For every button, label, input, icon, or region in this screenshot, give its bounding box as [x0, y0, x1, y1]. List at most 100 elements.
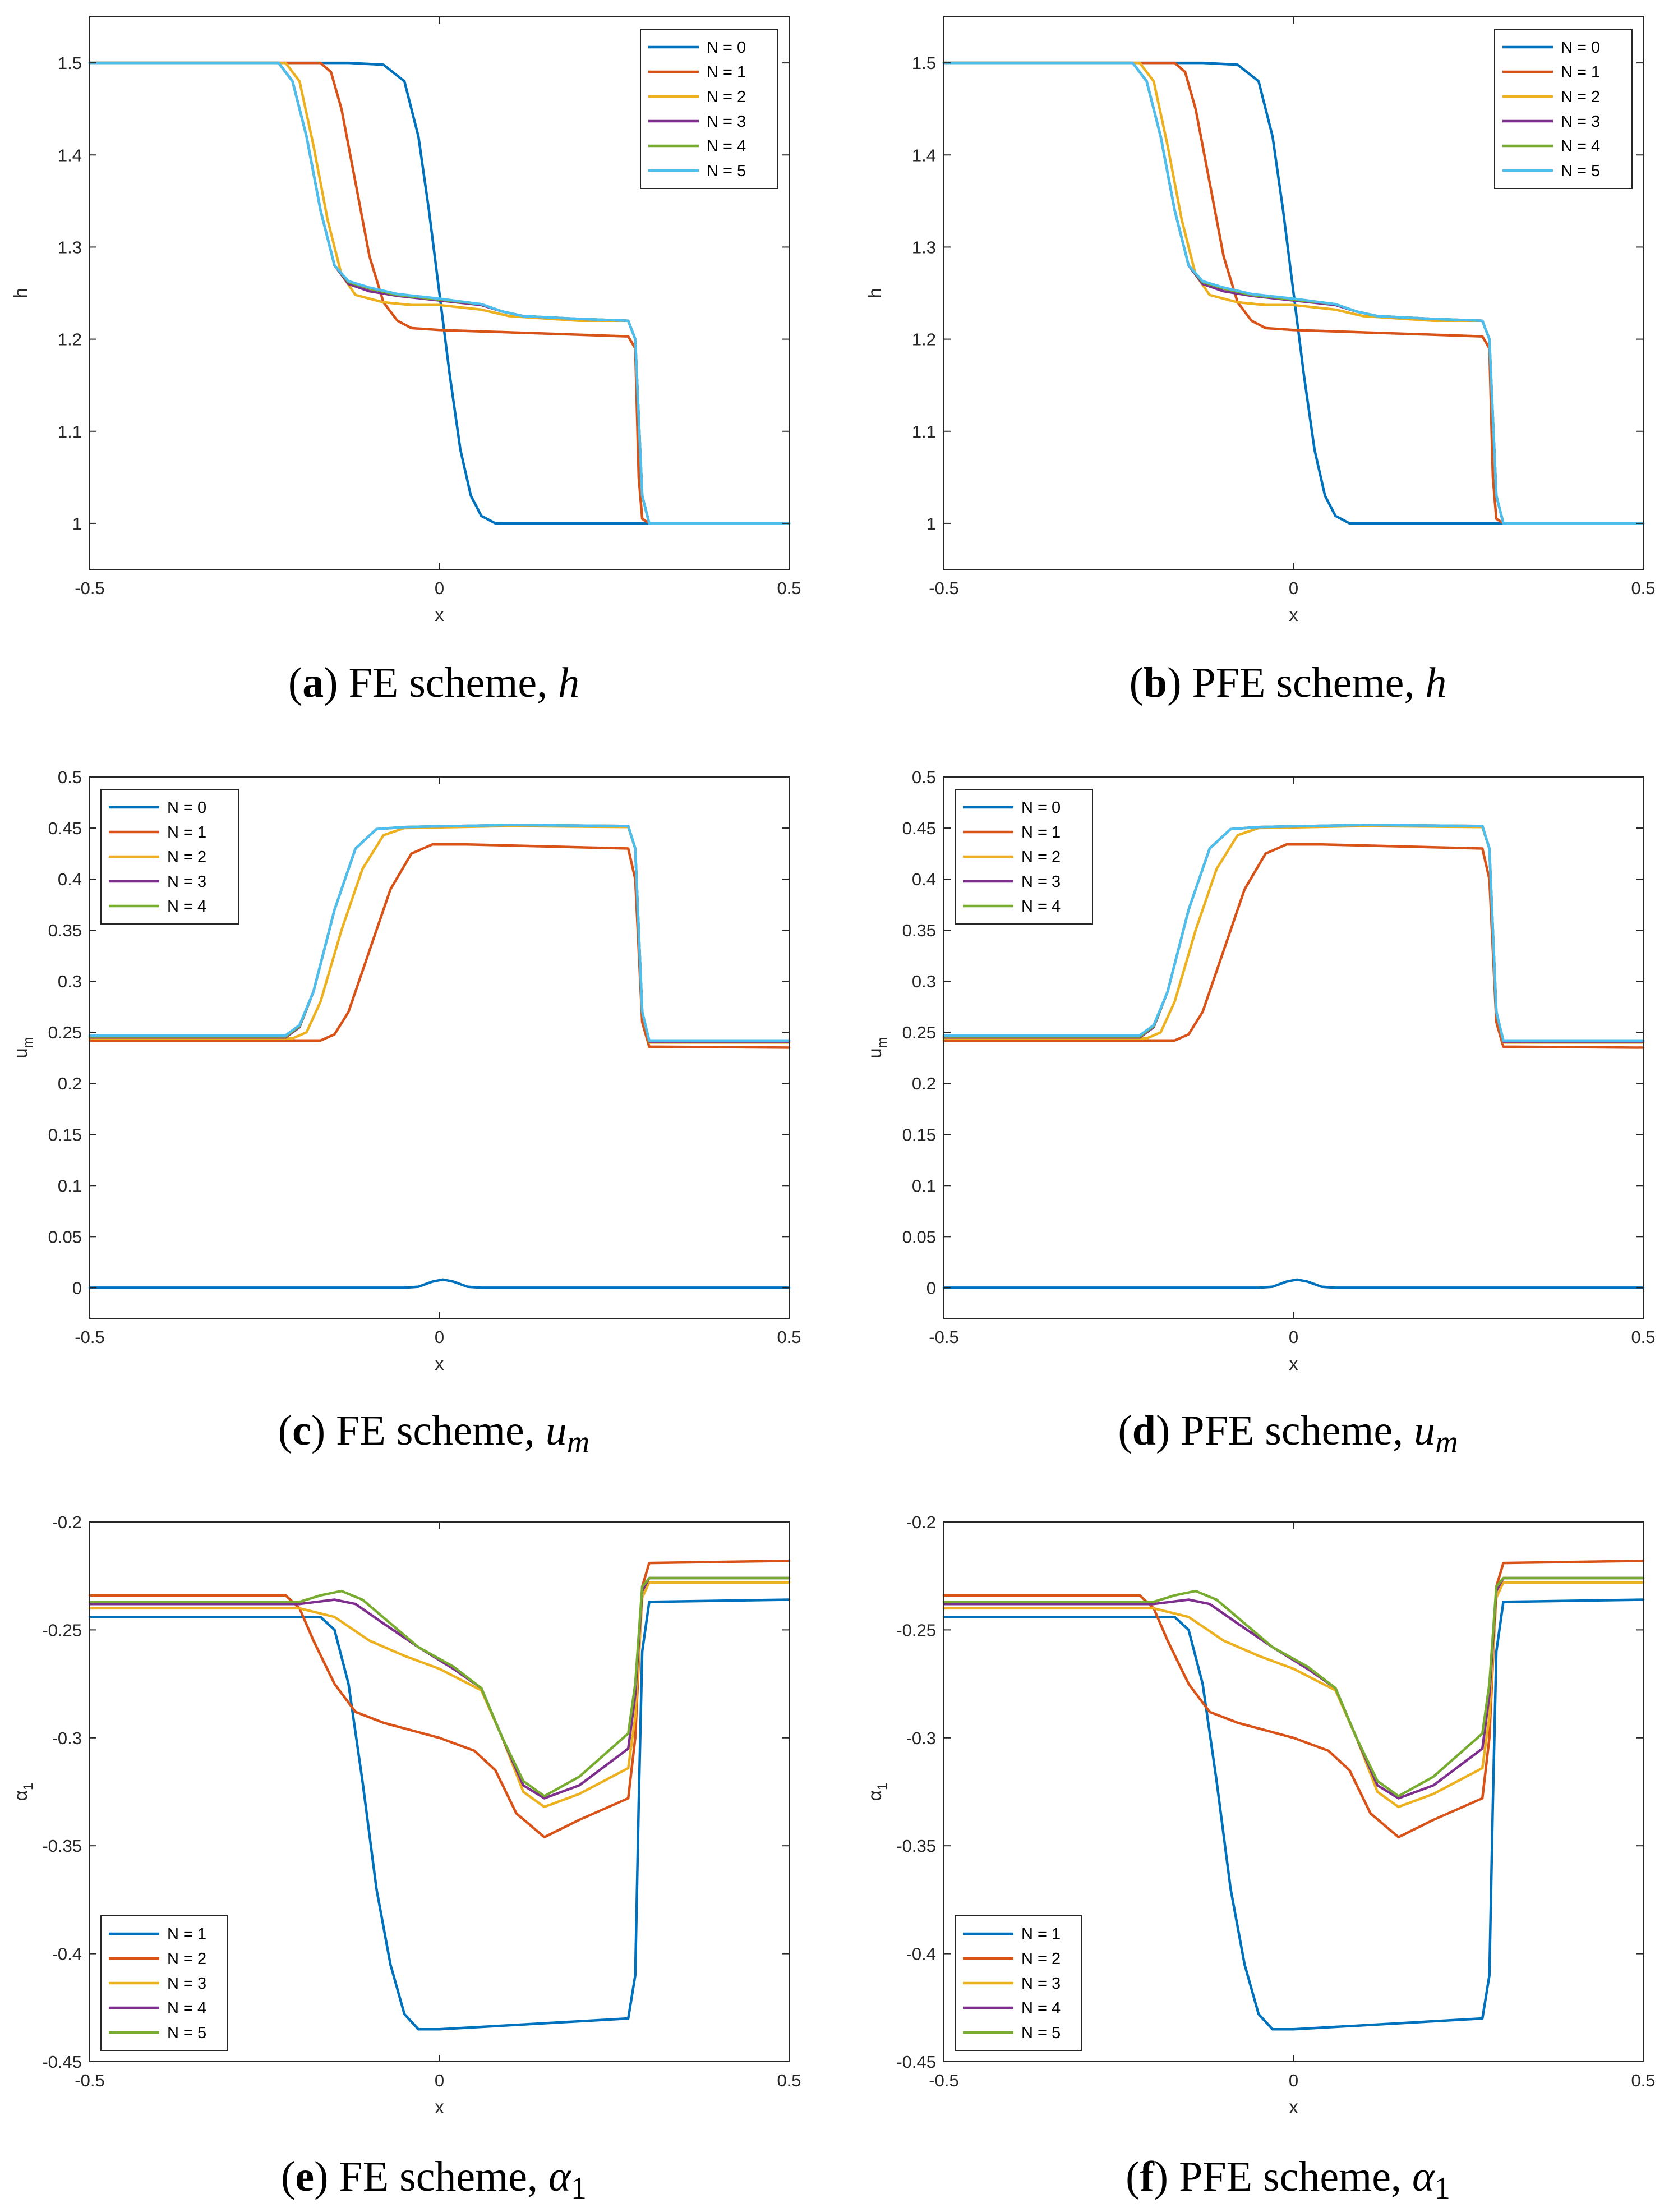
- caption-close-paren: ): [311, 1407, 325, 1454]
- y-tick-label: 0.2: [58, 1074, 82, 1093]
- y-tick-label: -0.25: [896, 1620, 936, 1640]
- subplot-caption: (a) FE scheme, h: [288, 659, 579, 706]
- y-tick-label: 1.2: [58, 330, 82, 349]
- series-group: [88, 824, 791, 1289]
- x-axis-label: x: [435, 1353, 444, 1374]
- subplot-f: -0.5 0 0.5-0.45-0.4-0.35-0.3-0.25-0.2xα1N …: [864, 1512, 1656, 2206]
- y-axis-label: α1: [10, 1783, 36, 1801]
- legend-label: N = 2: [707, 88, 746, 106]
- caption-letter: e: [295, 2153, 314, 2200]
- legend-label: N = 3: [167, 873, 206, 891]
- legend-box: [1494, 29, 1633, 189]
- y-tick-label: 0.5: [912, 767, 936, 787]
- legend-label: N = 3: [1021, 1975, 1061, 1993]
- legend-label: N = 5: [167, 2024, 206, 2042]
- series-line-n=1: [88, 1598, 791, 2031]
- caption-subscript: 1: [1435, 2171, 1450, 2206]
- series-line-n=0: [88, 61, 791, 525]
- caption-open-paren: (: [1130, 659, 1144, 706]
- subplot-caption: (c) FE scheme, um: [278, 1407, 589, 1460]
- caption-text: PFE scheme,: [1168, 2153, 1412, 2200]
- series-group: [942, 824, 1645, 1289]
- series-group: [88, 1560, 791, 2031]
- y-tick-label: 0.25: [902, 1023, 936, 1042]
- caption-open-paren: (: [278, 1407, 292, 1454]
- legend-label: N = 5: [1561, 162, 1600, 180]
- y-tick-label: -0.4: [906, 1944, 936, 1964]
- caption-letter: c: [292, 1407, 311, 1454]
- y-tick-label: 0.45: [48, 818, 82, 838]
- caption-letter: f: [1140, 2153, 1155, 2200]
- y-tick-label: 1.5: [912, 53, 936, 73]
- y-axis-label: um: [10, 1037, 36, 1058]
- legend-label: N = 3: [1021, 873, 1061, 891]
- y-axis-label: α1: [864, 1783, 890, 1801]
- y-tick-label: -0.45: [896, 2052, 936, 2072]
- y-axis-label: h: [10, 288, 31, 298]
- y-tick-label: 1.2: [912, 330, 936, 349]
- caption-text: FE scheme,: [325, 1407, 546, 1454]
- y-tick-label: 1.1: [58, 422, 82, 442]
- y-tick-label: 0: [72, 1278, 82, 1298]
- x-tick-label: 0: [435, 2071, 444, 2090]
- y-tick-label: 0.1: [912, 1176, 936, 1195]
- x-tick-label: 0: [435, 1327, 444, 1347]
- x-tick-label: 0.5: [1631, 1327, 1655, 1347]
- series-line-n=0: [942, 61, 1645, 525]
- x-tick-label: 0.5: [777, 1327, 801, 1347]
- y-tick-label: -0.25: [42, 1620, 82, 1640]
- y-tick-label: 1.4: [58, 145, 82, 165]
- y-tick-label: 1: [926, 514, 936, 534]
- x-tick-label: -0.5: [929, 2071, 958, 2090]
- y-axis-label-main: α: [864, 1790, 885, 1801]
- y-tick-label: 0.4: [58, 870, 82, 889]
- legend-label: N = 3: [707, 113, 746, 131]
- x-tick-label: 0.5: [777, 578, 801, 598]
- caption-text: FE scheme,: [328, 2153, 548, 2200]
- series-line-unlabeled-5: [88, 824, 791, 1042]
- y-tick-label: 1.4: [912, 145, 936, 165]
- x-tick-label: 0.5: [1631, 578, 1655, 598]
- series-line-unlabeled-5: [942, 824, 1645, 1042]
- x-tick-label: 0: [1289, 578, 1298, 598]
- subplot-caption: (d) PFE scheme, um: [1118, 1407, 1458, 1460]
- legend-label: N = 1: [707, 63, 746, 81]
- y-tick-label: 1.5: [58, 53, 82, 73]
- y-tick-label: 0.35: [48, 921, 82, 940]
- legend-label: N = 4: [167, 898, 206, 916]
- y-tick-label: -0.2: [52, 1512, 82, 1532]
- caption-subscript: 1: [571, 2171, 587, 2206]
- caption-variable: h: [1425, 659, 1446, 706]
- caption-letter: a: [302, 659, 324, 706]
- y-tick-label: 0.1: [58, 1176, 82, 1195]
- y-tick-label: 1.1: [912, 422, 936, 442]
- legend: N = 1 N = 2 N = 3 N = 4 N = 5: [100, 1915, 228, 2051]
- series-line-n=0: [942, 1278, 1645, 1289]
- y-tick-label: -0.35: [42, 1836, 82, 1856]
- y-tick-label: 0.5: [58, 767, 82, 787]
- legend-box: [640, 29, 778, 189]
- subplot-caption: (b) PFE scheme, h: [1130, 659, 1447, 706]
- legend: N = 0 N = 1 N = 2 N = 3 N = 4: [100, 789, 239, 925]
- y-axis-label-main: u: [10, 1048, 31, 1058]
- caption-close-paren: ): [324, 659, 338, 706]
- x-tick-label: -0.5: [75, 578, 104, 598]
- y-tick-label: 0.2: [912, 1074, 936, 1093]
- legend-label: N = 2: [1561, 88, 1600, 106]
- subplot-caption: (e) FE scheme, α1: [281, 2153, 587, 2206]
- caption-letter: b: [1144, 659, 1167, 706]
- y-tick-label: -0.35: [896, 1836, 936, 1856]
- legend-label: N = 3: [1561, 113, 1600, 131]
- legend-label: N = 5: [707, 162, 746, 180]
- y-axis-label-sub: 1: [875, 1783, 890, 1790]
- x-tick-label: 0: [435, 578, 444, 598]
- x-tick-label: -0.5: [75, 1327, 104, 1347]
- x-axis-label: x: [1289, 2096, 1298, 2117]
- series-group: [942, 61, 1645, 525]
- legend-label: N = 2: [1021, 848, 1061, 866]
- series-group: [942, 1560, 1645, 2031]
- legend-label: N = 2: [167, 848, 206, 866]
- caption-variable: α: [1412, 2153, 1436, 2200]
